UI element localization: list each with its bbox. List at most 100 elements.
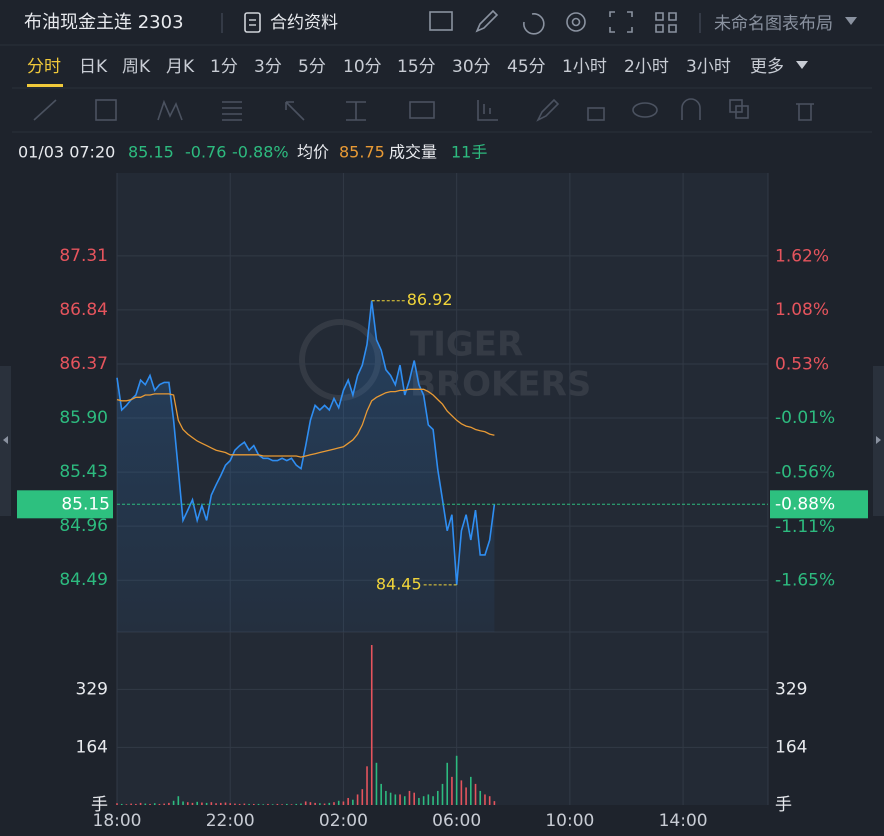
volume-bar	[125, 804, 128, 805]
period-tab[interactable]: 5分	[298, 57, 326, 77]
pattern-tool[interactable]	[157, 99, 183, 121]
y-tick-label: 84.49	[59, 570, 108, 590]
volume-bar	[446, 762, 449, 805]
volume-bar	[158, 803, 161, 805]
eye-tool[interactable]	[632, 102, 658, 118]
text-tool[interactable]	[409, 101, 435, 119]
chart-icon[interactable]	[429, 11, 453, 31]
period-tab[interactable]: 45分	[507, 57, 546, 77]
x-tick-label: 06:00	[432, 811, 481, 831]
volume-bar	[309, 802, 312, 805]
period-tab[interactable]: 3小时	[686, 57, 731, 77]
fib-tool[interactable]	[222, 101, 242, 121]
period-tab[interactable]: 日K	[79, 57, 108, 77]
volume-bar	[488, 796, 491, 805]
volume-bar	[418, 797, 420, 805]
period-tab[interactable]: 周K	[122, 57, 151, 77]
info-bar: 01/03 07:20 85.15 -0.76 -0.88% 均价 85.75 …	[18, 143, 487, 162]
current-pct-label: -0.88%	[775, 494, 835, 514]
period-tab[interactable]: 10分	[343, 57, 382, 77]
lock-tool[interactable]	[587, 107, 605, 121]
volume-bar	[295, 803, 298, 805]
price: 85.15	[128, 143, 174, 162]
layout-icon[interactable]	[655, 12, 677, 33]
change: -0.76	[185, 143, 226, 162]
volume: 11手	[451, 143, 487, 162]
pen-icon[interactable]	[475, 9, 499, 33]
y-tick-label: 86.37	[59, 354, 108, 374]
settings-icon[interactable]	[566, 12, 586, 32]
y2-tick-label: -0.56%	[775, 462, 835, 482]
measure-tool[interactable]	[346, 101, 366, 121]
period-tab[interactable]: 2小时	[624, 57, 669, 77]
period-tab[interactable]: 1小时	[562, 57, 607, 77]
dropdown-arrow[interactable]	[845, 17, 857, 25]
volume-bar	[144, 803, 147, 805]
volume-bar	[300, 803, 302, 805]
brush-tool[interactable]	[536, 98, 560, 122]
title: 布油现金主连 2303	[24, 12, 184, 33]
y-tick-label: 85.90	[59, 408, 108, 428]
volume-bar	[389, 792, 392, 805]
line-tool[interactable]	[33, 99, 57, 121]
volume-bar	[130, 803, 132, 805]
y-tick-label: 84.96	[59, 516, 108, 536]
volume-bar	[120, 803, 123, 805]
arrow-tool[interactable]	[285, 101, 305, 121]
volume-bar	[337, 800, 340, 805]
rect-tool[interactable]	[95, 99, 117, 121]
volume-bar	[177, 796, 180, 805]
volume-bar	[413, 792, 415, 805]
more-arrow[interactable]	[796, 61, 808, 69]
volume-bar	[394, 794, 397, 805]
layout-name[interactable]: 未命名图表布局	[714, 14, 833, 34]
high-label: 86.92	[407, 290, 453, 309]
volume-bar	[215, 803, 217, 805]
volume-bar	[201, 802, 203, 805]
undo-icon[interactable]	[523, 13, 545, 35]
chart: 18:00 22:00 02:00 06:00 10:00 14:00 87.31 86.84…	[17, 173, 868, 831]
volume-bar	[385, 790, 387, 805]
volume-bar	[342, 801, 345, 805]
period-tab[interactable]: 15分	[397, 57, 436, 77]
volume-bar	[470, 776, 472, 805]
period-tab[interactable]: 月K	[166, 57, 195, 77]
period-underline	[27, 84, 63, 87]
period-tab[interactable]: 30分	[452, 57, 491, 77]
low-label: 84.45	[376, 574, 422, 593]
volume-bar	[116, 803, 118, 805]
volume-bar	[186, 802, 189, 805]
delete-tool[interactable]	[796, 103, 814, 121]
volume-bar	[238, 803, 241, 805]
contract-info-button[interactable]: 合约资料	[244, 12, 338, 33]
period-tab[interactable]: 更多	[750, 57, 784, 77]
fullscreen-icon[interactable]	[609, 11, 633, 33]
right-arrow	[876, 436, 881, 444]
volume-bar	[271, 804, 274, 805]
x-tick-label: 22:00	[206, 811, 255, 831]
period-bar: 分时 日K 周K 月K 1分 3分 5分 10分 15分 30分 45分 1小时 2小时 3小时 更多	[27, 57, 784, 87]
doc-icon	[244, 12, 261, 33]
volume-bar	[234, 803, 236, 805]
magnet-tool[interactable]	[681, 98, 701, 120]
copy-tool-back[interactable]	[735, 105, 749, 119]
volume-tick-label-right: 164	[775, 737, 807, 757]
datetime: 01/03 07:20	[18, 143, 115, 162]
volume-bar	[210, 802, 213, 805]
y2-tick-label: 0.53%	[775, 354, 829, 374]
settings-icon-center	[571, 17, 581, 27]
period-tab[interactable]: 3分	[254, 57, 282, 77]
volume-tick-label: 164	[76, 737, 108, 757]
volume-bar	[493, 801, 496, 805]
period-tab[interactable]: 分时	[27, 57, 61, 77]
volume-bar	[422, 796, 425, 805]
volume-bar	[408, 790, 411, 805]
volume-bar	[135, 803, 137, 805]
volume-bar	[455, 755, 458, 805]
contract-info[interactable]: 合约资料	[270, 13, 338, 33]
left-arrow	[3, 436, 8, 444]
indicator-tool[interactable]	[477, 100, 498, 121]
period-tab[interactable]: 1分	[210, 57, 238, 77]
